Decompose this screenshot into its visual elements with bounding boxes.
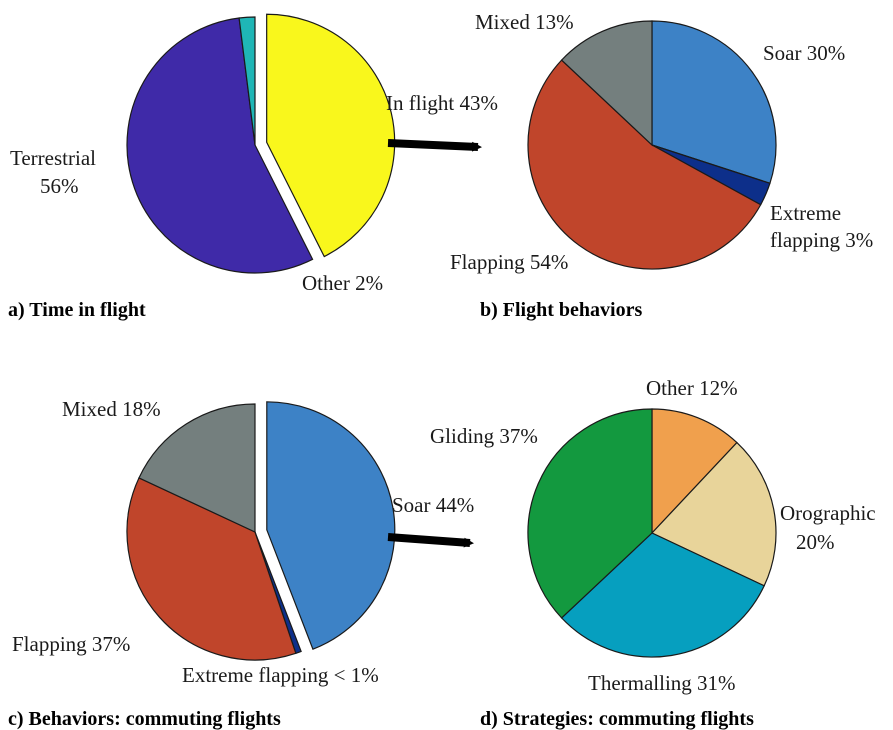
caption-a: a) Time in flight [8, 299, 146, 321]
label-extreme-b-1: Extreme [770, 201, 841, 225]
label-gliding-d: Gliding 37% [430, 424, 538, 448]
label-thermalling-d: Thermalling 31% [588, 671, 736, 695]
label-extreme-c: Extreme flapping < 1% [182, 663, 379, 687]
pie-slice-other [238, 16, 256, 146]
pie-slice-gliding [527, 408, 653, 619]
label-orographic-d-1: Orographic [780, 501, 876, 525]
pie-slice-mixed [138, 403, 256, 533]
pie-slice-soar [651, 20, 777, 185]
label-flapping-b: Flapping 54% [450, 250, 568, 274]
pie-slice-other [651, 408, 738, 535]
pie-slice-orographic [650, 441, 777, 587]
label-soar-c: Soar 44% [392, 493, 474, 517]
pie-slice-flapping [527, 59, 762, 270]
pie-slice-flapping [126, 477, 297, 661]
pie-slice-terrestrial [126, 17, 314, 274]
pie-slice-soar [266, 401, 396, 650]
pie-slice-mixed [560, 20, 653, 147]
pie-chart-behaviors-commuting [126, 401, 396, 661]
label-in-flight: In flight 43% [386, 91, 498, 115]
caption-c: c) Behaviors: commuting flights [8, 708, 281, 730]
pie-chart-time-in-flight [126, 13, 396, 274]
label-terrestrial-pct: 56% [40, 174, 79, 198]
pie-chart-strategies-commuting [527, 408, 777, 658]
label-mixed-c: Mixed 18% [62, 397, 161, 421]
label-terrestrial: Terrestrial [10, 146, 96, 170]
label-flapping-c: Flapping 37% [12, 632, 130, 656]
label-other-d: Other 12% [646, 376, 738, 400]
label-other: Other 2% [302, 271, 383, 295]
label-soar-b: Soar 30% [763, 41, 845, 65]
label-orographic-d-2: 20% [796, 530, 835, 554]
caption-b: b) Flight behaviors [480, 299, 642, 321]
caption-d: d) Strategies: commuting flights [480, 708, 754, 730]
label-mixed-b: Mixed 13% [475, 10, 574, 34]
arrow-c-to-d [387, 533, 474, 548]
arrow-a-to-b [387, 139, 482, 152]
label-extreme-b-2: flapping 3% [770, 228, 873, 252]
pie-slice-thermalling [560, 532, 765, 658]
pie-slice-in-flight [266, 13, 396, 258]
pie-chart-flight-behaviors [527, 20, 777, 270]
